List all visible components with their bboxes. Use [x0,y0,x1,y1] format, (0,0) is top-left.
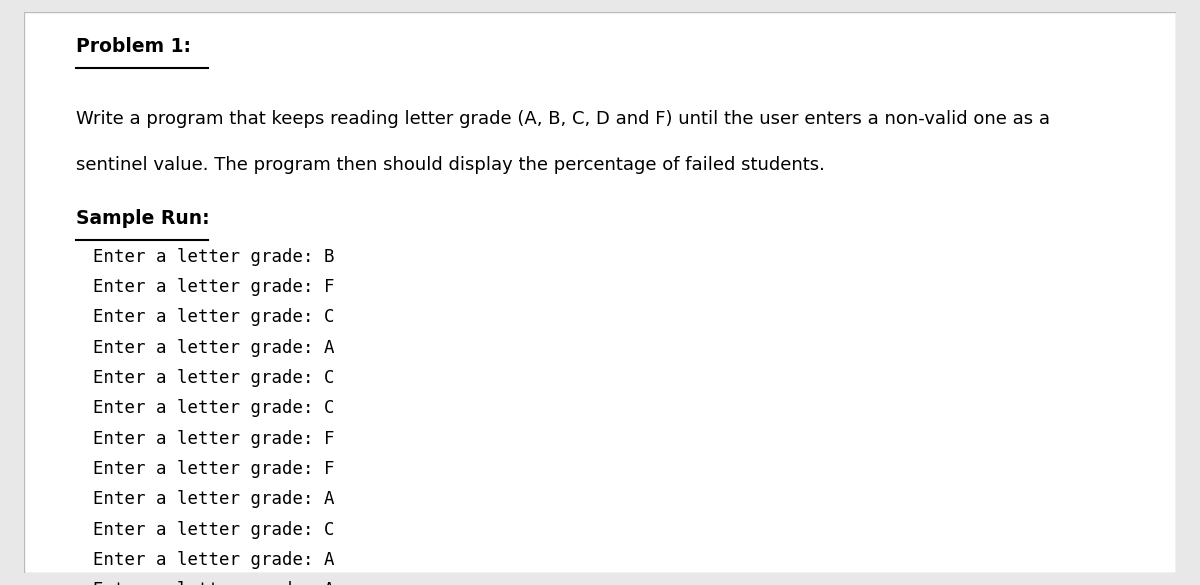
Text: Enter a letter grade: F: Enter a letter grade: F [94,429,335,448]
Text: Sample Run:: Sample Run: [76,209,210,228]
Text: Enter a letter grade: A: Enter a letter grade: A [94,551,335,569]
Text: Enter a letter grade: A: Enter a letter grade: A [94,490,335,508]
FancyBboxPatch shape [24,12,1176,573]
Text: Enter a letter grade: A: Enter a letter grade: A [94,581,335,585]
Text: Enter a letter grade: F: Enter a letter grade: F [94,460,335,478]
Text: Write a program that keeps reading letter grade (A, B, C, D and F) until the use: Write a program that keeps reading lette… [76,110,1050,128]
Text: Enter a letter grade: B: Enter a letter grade: B [94,247,335,266]
Text: Enter a letter grade: F: Enter a letter grade: F [94,278,335,296]
Text: Enter a letter grade: C: Enter a letter grade: C [94,399,335,417]
Text: Enter a letter grade: C: Enter a letter grade: C [94,369,335,387]
Text: Enter a letter grade: C: Enter a letter grade: C [94,308,335,326]
Text: Problem 1:: Problem 1: [76,37,191,56]
Text: Enter a letter grade: C: Enter a letter grade: C [94,521,335,539]
Text: Enter a letter grade: A: Enter a letter grade: A [94,339,335,356]
Text: sentinel value. The program then should display the percentage of failed student: sentinel value. The program then should … [76,156,824,174]
